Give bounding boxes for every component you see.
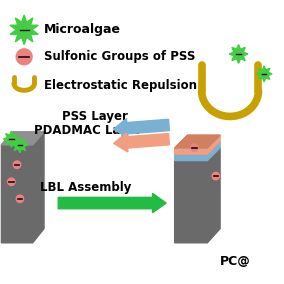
- Circle shape: [16, 49, 32, 65]
- Circle shape: [13, 161, 21, 168]
- Polygon shape: [175, 148, 220, 243]
- Text: Sulfonic Groups of PSS: Sulfonic Groups of PSS: [44, 50, 195, 63]
- Circle shape: [212, 172, 220, 180]
- Polygon shape: [175, 141, 220, 154]
- Text: LBL Assembly: LBL Assembly: [39, 181, 131, 194]
- Polygon shape: [175, 135, 220, 154]
- Polygon shape: [114, 133, 170, 152]
- Polygon shape: [175, 148, 220, 160]
- Polygon shape: [12, 137, 28, 153]
- Polygon shape: [256, 66, 272, 82]
- Polygon shape: [3, 131, 19, 147]
- Text: PDADMAC Layer: PDADMAC Layer: [34, 124, 142, 137]
- Polygon shape: [10, 15, 38, 45]
- Polygon shape: [175, 135, 220, 148]
- Polygon shape: [229, 45, 248, 63]
- Polygon shape: [1, 132, 44, 145]
- Text: Microalgae: Microalgae: [44, 23, 121, 36]
- Circle shape: [191, 144, 198, 151]
- Text: PC@: PC@: [220, 255, 251, 268]
- Polygon shape: [1, 132, 44, 243]
- Polygon shape: [175, 141, 220, 160]
- Circle shape: [16, 195, 24, 202]
- Polygon shape: [114, 118, 170, 138]
- Text: PSS Layer: PSS Layer: [62, 110, 128, 123]
- Polygon shape: [58, 193, 166, 213]
- Text: Electrostatic Repulsion: Electrostatic Repulsion: [44, 79, 197, 92]
- Circle shape: [8, 178, 15, 185]
